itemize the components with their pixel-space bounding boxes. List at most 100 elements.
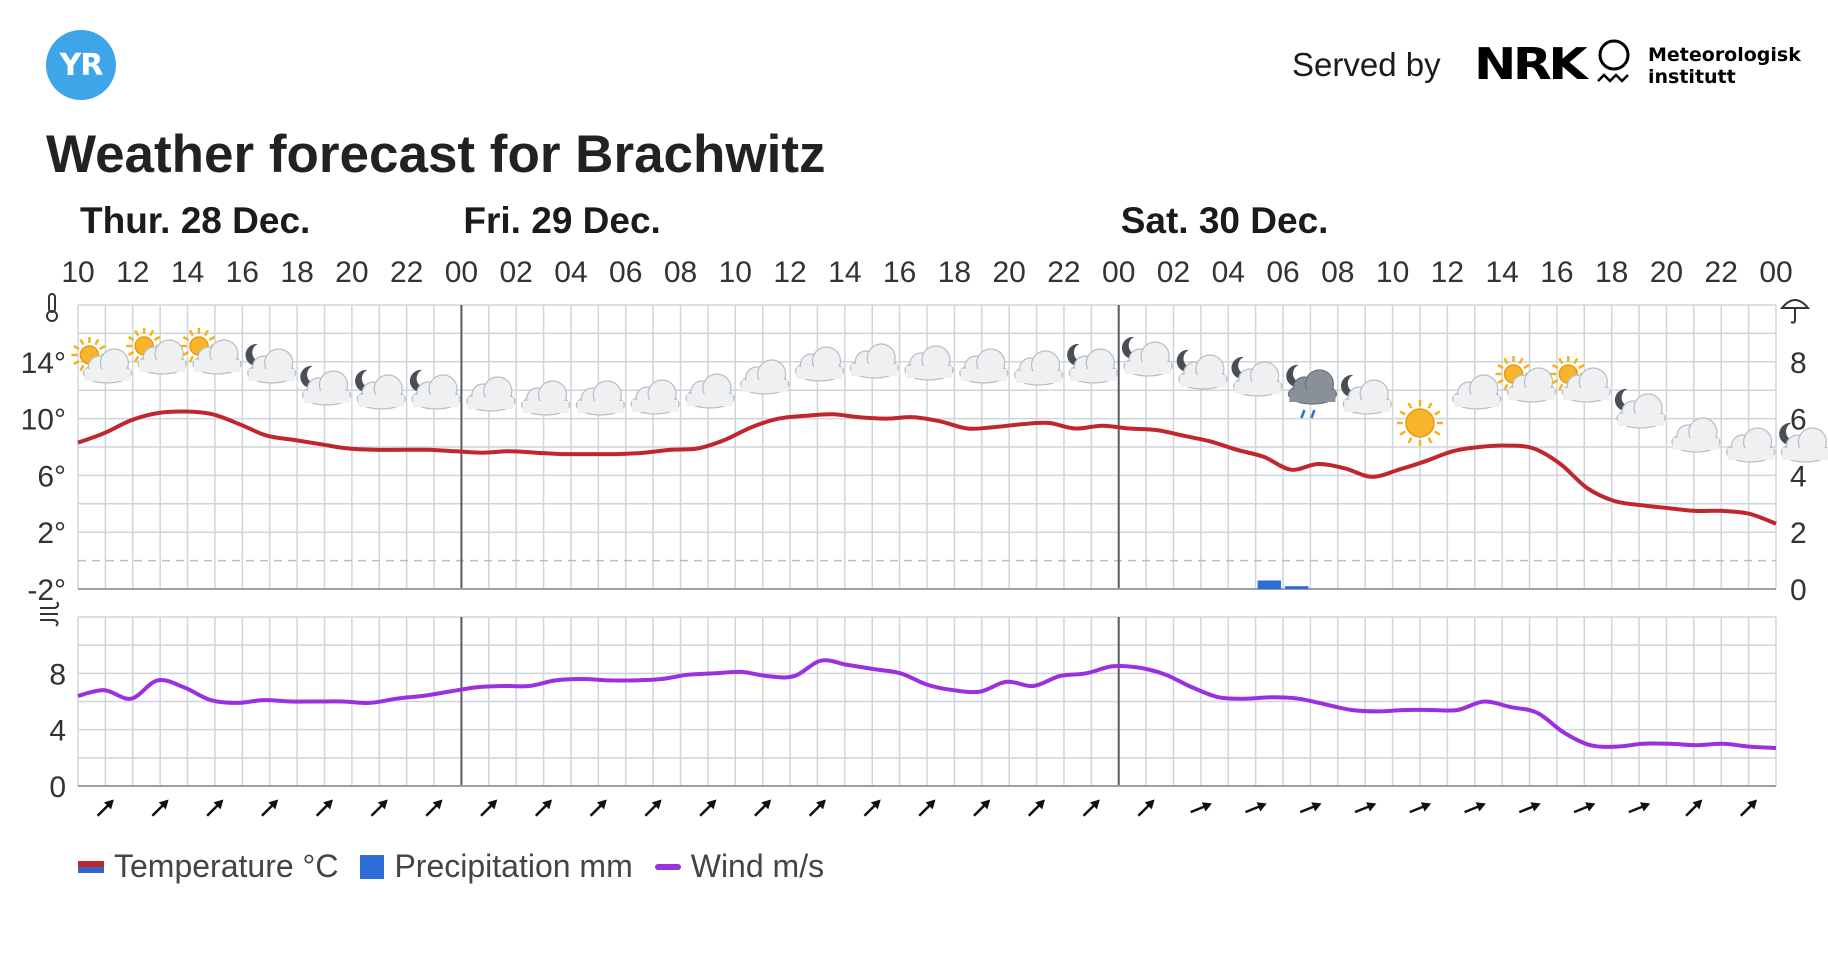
hour-tick-label: 10 — [1376, 256, 1409, 289]
wind-direction-arrow — [754, 799, 772, 817]
wind-icon — [40, 601, 60, 627]
legend-temperature-label: Temperature °C — [114, 848, 339, 884]
precipitation-tick-label: 4 — [1790, 460, 1807, 493]
met-line1: Meteorologisk — [1648, 44, 1801, 66]
cloudy-icon — [1452, 374, 1502, 410]
hour-tick-label: 14 — [1485, 256, 1518, 289]
cloudy-icon — [1013, 350, 1064, 386]
wind-direction-arrow — [1354, 802, 1377, 814]
partly-cloudy-night-icon — [1614, 388, 1666, 429]
legend-wind[interactable]: Wind m/s — [654, 848, 825, 885]
wind-direction-arrow — [1573, 802, 1596, 814]
yr-logo-text: YR — [59, 47, 104, 83]
precipitation-bar — [1257, 580, 1282, 589]
day-label: Sat. 30 Dec. — [1121, 200, 1329, 241]
wind-swatch — [654, 863, 681, 870]
wind-direction-arrow — [1464, 802, 1486, 814]
wind-direction-arrow — [151, 799, 169, 817]
partly-cloudy-day-icon — [180, 328, 242, 375]
hour-tick-label: 14 — [828, 256, 861, 289]
hour-tick-label: 08 — [1321, 256, 1354, 289]
temperature-tick-label: 2° — [37, 517, 66, 550]
wind-direction-arrow — [1299, 802, 1322, 814]
wind-direction-arrow — [1190, 802, 1212, 814]
wind-direction-arrow — [699, 799, 717, 817]
partly-cloudy-night-icon — [1121, 336, 1173, 377]
met-line2: institutt — [1648, 66, 1736, 88]
cloudy-icon — [630, 379, 680, 415]
cloudy-icon — [575, 380, 625, 416]
hour-tick-label: 04 — [1212, 256, 1245, 289]
hour-tick-label: 16 — [1540, 256, 1573, 289]
temperature-line — [77, 409, 1777, 526]
wind-direction-arrow — [261, 799, 279, 817]
legend-precipitation-label: Precipitation mm — [394, 848, 633, 884]
wind-direction-arrow — [1082, 799, 1100, 817]
day-label: Fri. 29 Dec. — [463, 200, 660, 241]
wind-direction-arrow — [206, 799, 224, 817]
precipitation-tick-label: 2 — [1790, 517, 1807, 550]
legend-temperature[interactable]: Temperature °C — [78, 848, 338, 885]
wind-direction-arrow — [1685, 799, 1703, 817]
hour-tick-label: 06 — [609, 256, 642, 289]
yr-logo[interactable]: YR — [46, 30, 116, 100]
hour-tick-label: 22 — [1705, 256, 1738, 289]
partly-cloudy-night-icon — [300, 365, 352, 406]
hour-tick-label: 12 — [116, 256, 149, 289]
wind-direction-arrow — [589, 799, 607, 817]
precipitation-bar — [1285, 586, 1309, 589]
nrk-logo[interactable]: NRK — [1474, 39, 1588, 90]
thermometer-icon — [46, 293, 58, 322]
legend-precipitation[interactable]: Precipitation mm — [360, 848, 633, 885]
wind-line — [77, 658, 1777, 750]
umbrella-icon — [1779, 299, 1811, 324]
partly-cloudy-day-icon — [126, 328, 187, 375]
hour-tick-label: 20 — [335, 256, 368, 289]
cloudy-icon — [1671, 417, 1721, 453]
wind-direction-arrow — [1409, 802, 1432, 814]
wind-grid — [77, 616, 1777, 787]
partly-cloudy-night-icon — [1176, 349, 1228, 390]
hour-tick-label: 18 — [938, 256, 971, 289]
cloudy-icon — [794, 346, 845, 382]
met-institute-logo[interactable]: Meteorologisk institutt — [1648, 44, 1801, 88]
wind-direction-arrow — [808, 799, 826, 817]
wind-tick-label: 0 — [49, 771, 66, 804]
precipitation-tick-label: 6 — [1790, 404, 1807, 437]
wind-direction-arrow — [480, 799, 498, 817]
day-label: Thur. 28 Dec. — [80, 200, 310, 241]
partly-cloudy-night-icon — [1067, 343, 1118, 384]
cloudy-icon — [520, 380, 571, 416]
hour-tick-label: 02 — [500, 256, 533, 289]
hour-tick-label: 00 — [1759, 256, 1792, 289]
cloudy-icon — [904, 345, 954, 381]
wind-direction-arrow — [918, 799, 936, 817]
hour-tick-label: 16 — [883, 256, 916, 289]
hour-tick-label: 14 — [171, 256, 204, 289]
hour-tick-label: 12 — [773, 256, 806, 289]
wind-direction-arrow — [1137, 799, 1155, 817]
hour-tick-label: 12 — [1431, 256, 1464, 289]
partly-cloudy-night-icon — [1231, 356, 1283, 397]
cloudy-icon — [959, 348, 1009, 384]
legend-wind-label: Wind m/s — [690, 848, 825, 884]
wind-direction-arrow — [1628, 802, 1651, 814]
precipitation-swatch — [360, 854, 385, 879]
chart-legend: Temperature °C Precipitation mm Wind m/s — [78, 848, 846, 885]
met-institute-icon — [1597, 39, 1630, 83]
hour-tick-label: 02 — [1157, 256, 1190, 289]
cloudy-icon — [1726, 427, 1776, 463]
cloudy-icon — [740, 359, 790, 395]
hour-tick-label: 04 — [554, 256, 587, 289]
wind-direction-arrow — [644, 799, 662, 817]
partly-cloudy-day-icon — [71, 337, 132, 384]
hour-tick-label: 08 — [664, 256, 697, 289]
cloudy-icon — [466, 376, 516, 412]
page-title: Weather forecast for Brachwitz — [46, 125, 826, 184]
wind-direction-arrow — [315, 799, 333, 817]
wind-direction-arrow — [1518, 802, 1541, 814]
hour-tick-label: 16 — [226, 256, 259, 289]
wind-direction-arrow — [1739, 799, 1758, 817]
wind-direction-arrow — [1244, 802, 1267, 814]
